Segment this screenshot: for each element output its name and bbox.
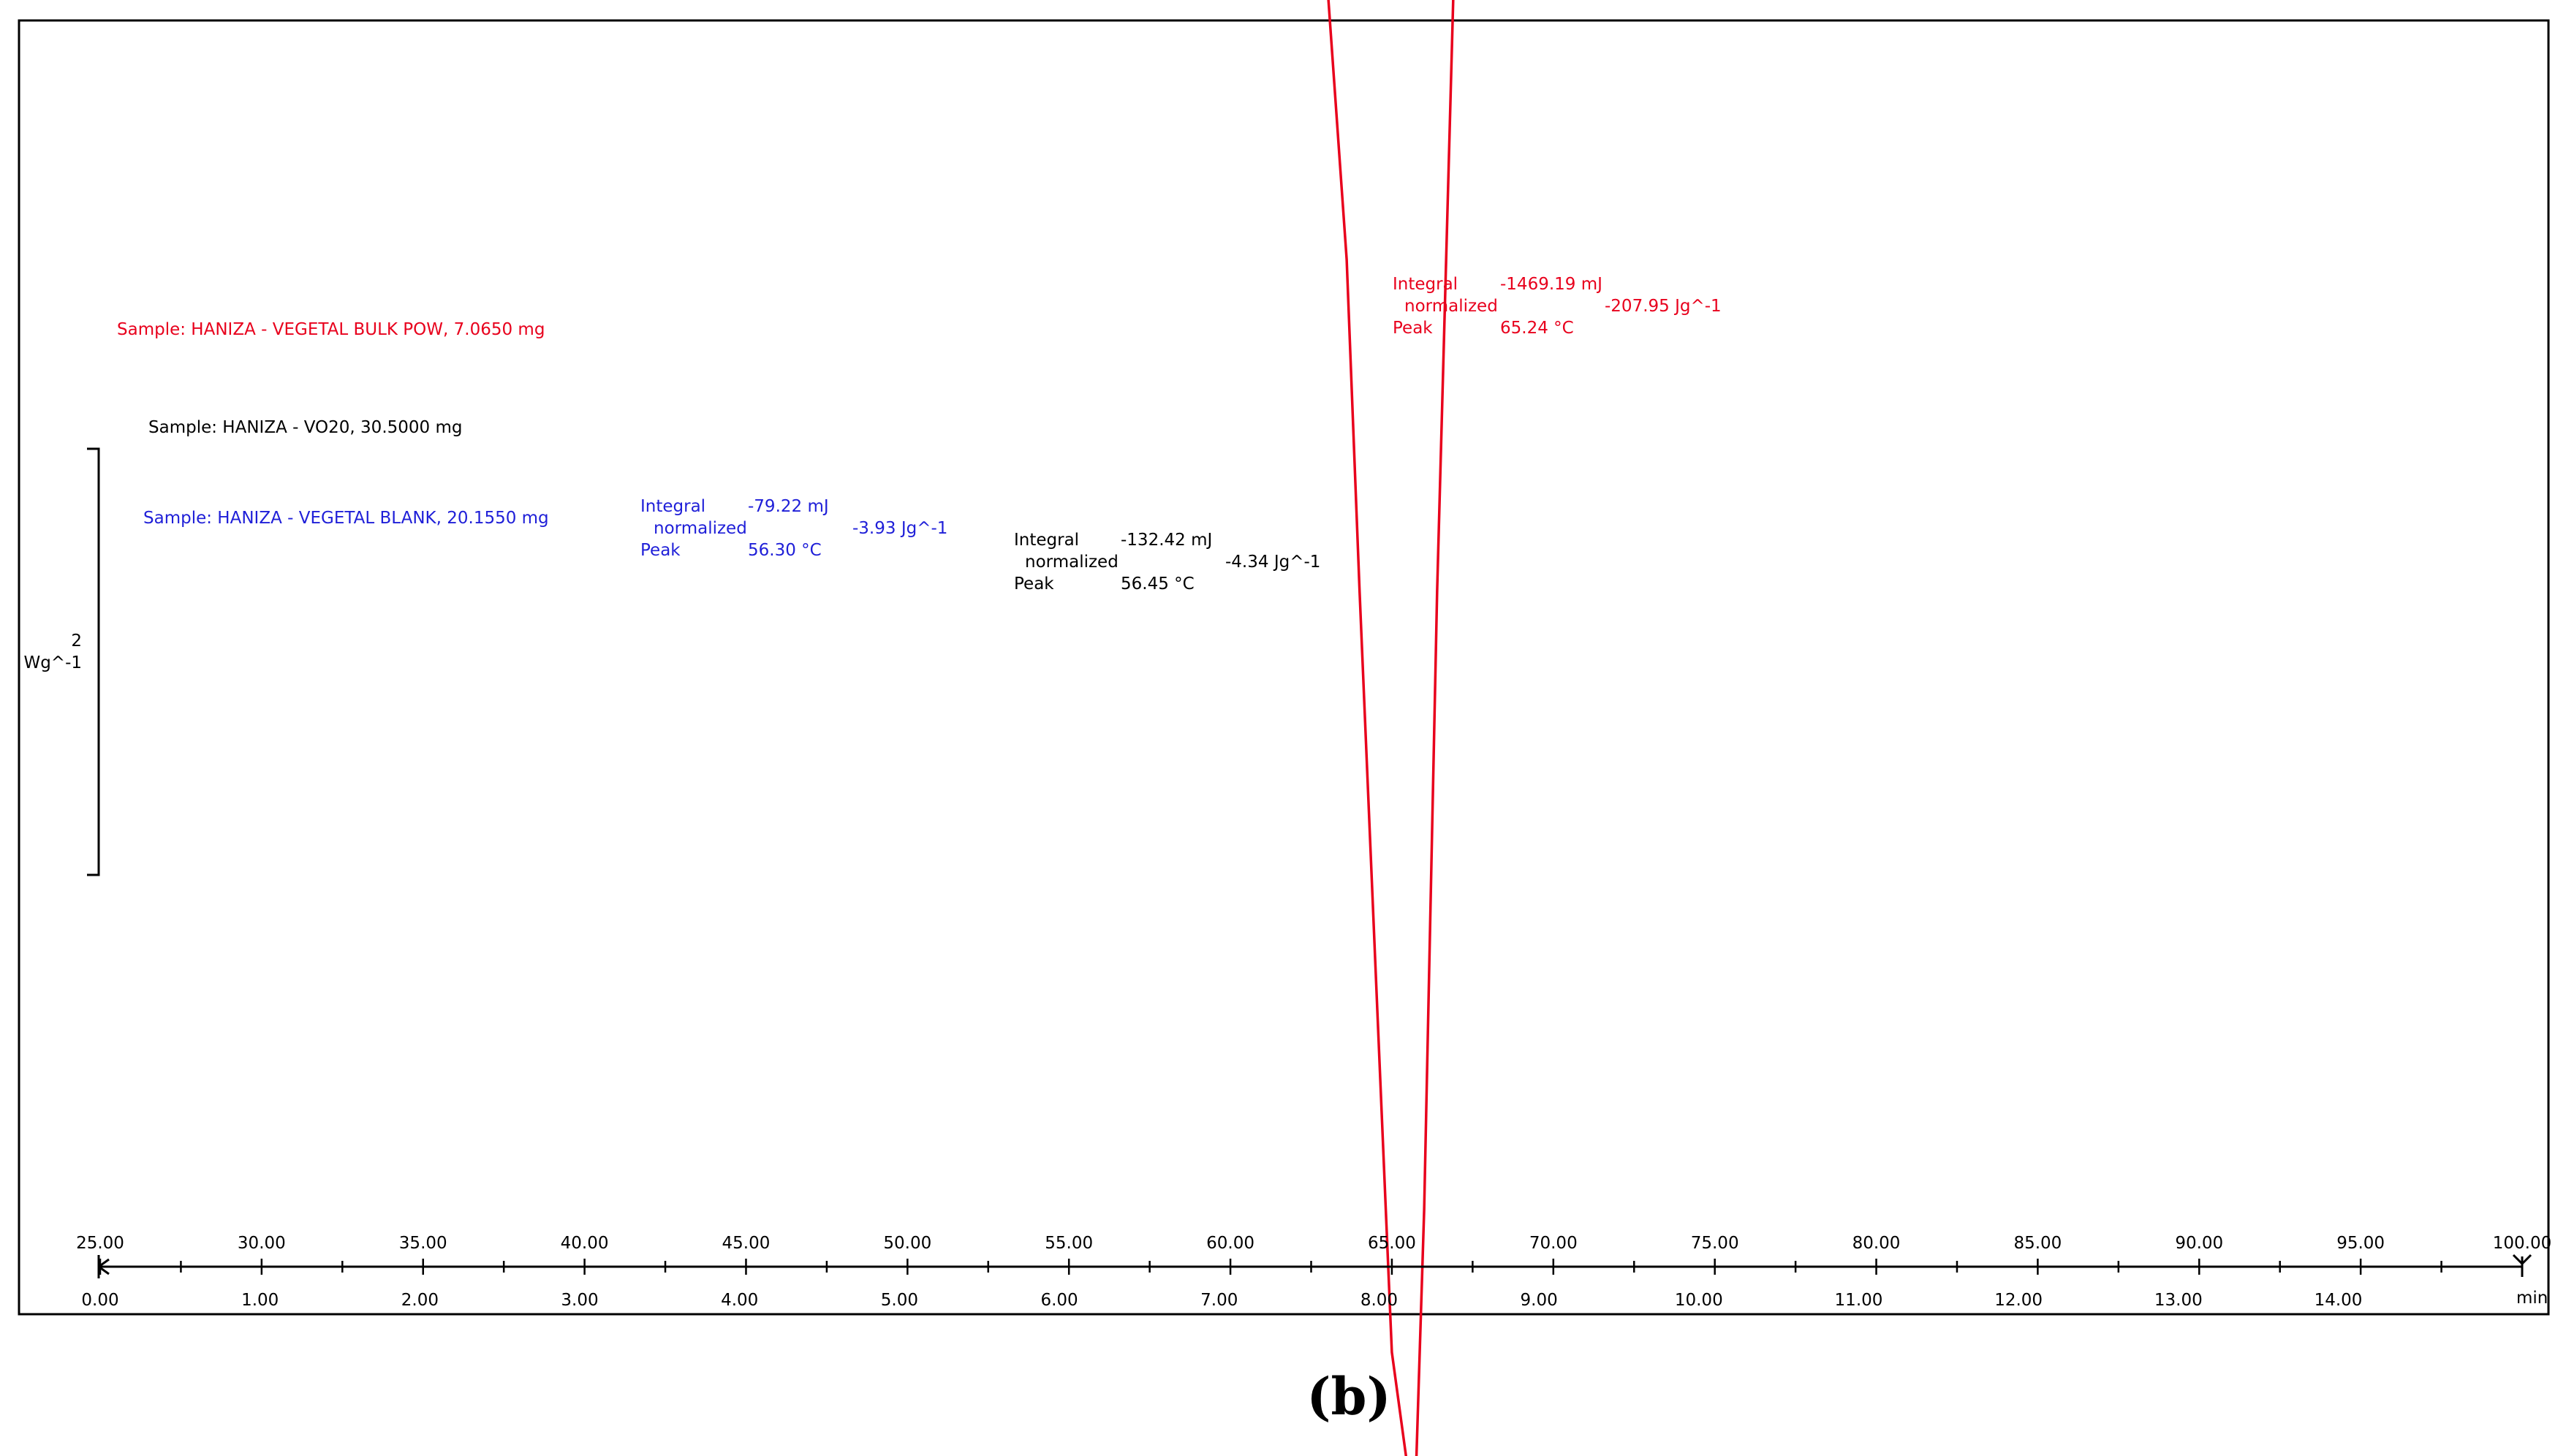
annotation-blank-normalized-value: -3.93 Jg^-1 xyxy=(852,519,947,538)
figure-caption: (b) xyxy=(1306,1366,1390,1427)
time-tick-label: 0.00 xyxy=(81,1291,118,1310)
annotation-bulk-pow-integral-label: Integral xyxy=(1393,275,1458,294)
annotation-vo20-normalized-label: normalized xyxy=(1025,553,1119,572)
y-scale-value: 2 xyxy=(71,632,82,651)
annotation-bulk-pow-integral-value: -1469.19 mJ xyxy=(1500,275,1602,294)
y-scale-bar xyxy=(87,447,100,876)
time-tick-label: 9.00 xyxy=(1521,1291,1558,1310)
temperature-tick-label: 55.00 xyxy=(1045,1234,1093,1253)
temperature-tick-label: 35.00 xyxy=(399,1234,447,1253)
x-axis: 25.00 30.00 35.00 40.00 45.00 50.00 55.00 60.00… xyxy=(76,1234,2551,1310)
series-label-blank: Sample: HANIZA - VEGETAL BLANK, 20.1550 … xyxy=(143,509,549,528)
temperature-tick-label: 60.00 xyxy=(1206,1234,1254,1253)
series-label-vo20: Sample: HANIZA - VO20, 30.5000 mg xyxy=(148,418,462,437)
time-tick-label: 6.00 xyxy=(1040,1291,1078,1310)
temperature-tick-label: 25.00 xyxy=(76,1234,124,1253)
annotation-blank-peak-label: Peak xyxy=(640,541,681,560)
series-line-bulk-pow xyxy=(1327,0,1455,1456)
temperature-tick-label: 40.00 xyxy=(561,1234,609,1253)
annotation-vo20-integral-label: Integral xyxy=(1014,531,1079,550)
time-tick-label: 1.00 xyxy=(241,1291,279,1310)
annotation-vo20-peak-label: Peak xyxy=(1014,575,1054,594)
annotation-vo20: Integral -132.42 mJ normalized -4.34 Jg^… xyxy=(1014,531,1320,594)
time-tick-label: 12.00 xyxy=(1994,1291,2043,1310)
annotation-blank-peak-value: 56.30 °C xyxy=(748,541,822,560)
annotation-bulk-pow-normalized-label: normalized xyxy=(1404,297,1498,316)
annotation-blank: Integral -79.22 mJ normalized -3.93 Jg^-… xyxy=(640,497,947,560)
time-tick-label: 14.00 xyxy=(2315,1291,2363,1310)
time-tick-label: 11.00 xyxy=(1835,1291,1883,1310)
temperature-tick-label: 75.00 xyxy=(1691,1234,1739,1253)
annotation-vo20-normalized-value: -4.34 Jg^-1 xyxy=(1225,553,1320,572)
time-tick-label: 8.00 xyxy=(1360,1291,1398,1310)
time-tick-label: 7.00 xyxy=(1200,1291,1238,1310)
time-tick-label: 4.00 xyxy=(721,1291,758,1310)
temperature-tick-label: 30.00 xyxy=(238,1234,286,1253)
time-tick-label: 5.00 xyxy=(881,1291,918,1310)
plot-frame xyxy=(18,19,2550,1316)
series-layer xyxy=(1327,0,1455,1456)
temperature-tick-label: 85.00 xyxy=(2013,1234,2062,1253)
temperature-tick-label: 80.00 xyxy=(1852,1234,1901,1253)
annotation-bulk-pow-normalized-value: -207.95 Jg^-1 xyxy=(1605,297,1722,316)
time-tick-label: 3.00 xyxy=(561,1291,598,1310)
temperature-tick-label: 95.00 xyxy=(2336,1234,2385,1253)
series-label-bulk-pow: Sample: HANIZA - VEGETAL BULK POW, 7.065… xyxy=(117,320,545,339)
temperature-tick-label: 50.00 xyxy=(883,1234,931,1253)
annotation-bulk-pow-peak-label: Peak xyxy=(1393,319,1433,338)
temperature-tick-label: 70.00 xyxy=(1529,1234,1578,1253)
annotation-bulk-pow: Integral -1469.19 mJ normalized -207.95 … xyxy=(1393,275,1722,338)
annotation-bulk-pow-peak-value: 65.24 °C xyxy=(1500,319,1574,338)
annotation-blank-integral-label: Integral xyxy=(640,497,705,516)
time-tick-label: 13.00 xyxy=(2154,1291,2203,1310)
annotation-blank-integral-value: -79.22 mJ xyxy=(748,497,829,516)
temperature-tick-label: 90.00 xyxy=(2175,1234,2223,1253)
temperature-tick-label: 45.00 xyxy=(722,1234,771,1253)
annotation-vo20-peak-value: 56.45 °C xyxy=(1121,575,1195,594)
annotation-blank-normalized-label: normalized xyxy=(654,519,747,538)
y-scale-unit: Wg^-1 xyxy=(23,653,82,672)
temperature-tick-label: 100.00 xyxy=(2493,1234,2551,1253)
time-unit-label: min xyxy=(2516,1289,2548,1308)
annotation-vo20-integral-value: -132.42 mJ xyxy=(1121,531,1212,550)
temperature-tick-label: 65.00 xyxy=(1368,1234,1416,1253)
time-tick-label: 2.00 xyxy=(401,1291,439,1310)
time-tick-label: 10.00 xyxy=(1675,1291,1723,1310)
